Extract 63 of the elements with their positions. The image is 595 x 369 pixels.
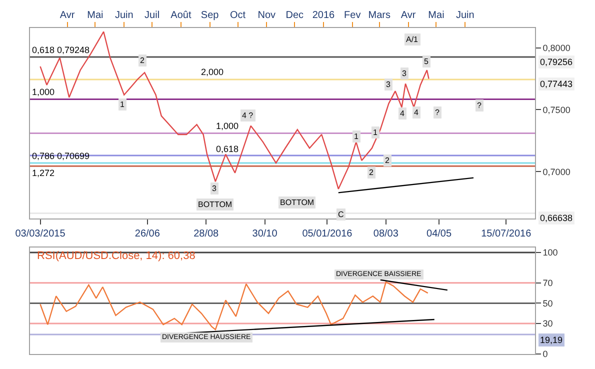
annotation: 5 [424, 57, 429, 66]
annotation: 2 [369, 168, 374, 177]
x2-tick-label: Dec [286, 10, 304, 21]
x-tick-label: 28/08 [194, 228, 220, 240]
annotation: 3 [212, 184, 217, 193]
annotation: 1,000 [32, 87, 55, 97]
annotation: 3 [386, 80, 391, 89]
y-tick-label: 0,8000 [542, 42, 570, 53]
x2-tick-label: Juin [114, 10, 134, 21]
x-tick-label: 15/07/2016 [481, 228, 532, 240]
annotation: 0,618 0,79248 [32, 45, 90, 55]
x-tick-label: 05/01/2016 [302, 228, 353, 240]
x2-tick-label: Juin [456, 10, 474, 21]
annotation: 0,786 0,70699 [32, 151, 90, 161]
y-tick-label: 0,7000 [542, 166, 570, 177]
y-tick-label: 70 [542, 278, 553, 288]
chart-title: RSI(AUD/USD.Close, 14): 60,38 [37, 250, 196, 262]
x2-tick-label: Mai [428, 10, 444, 21]
annotation: 4 [414, 108, 419, 117]
y-tick-label: 30 [542, 318, 553, 329]
x2-tick-label: Oct [230, 10, 246, 21]
annotation: 1 [120, 100, 125, 109]
ref-line-label: 19,19 [540, 335, 563, 345]
annotation: 1,272 [32, 168, 55, 178]
annotation: C [338, 210, 344, 219]
x-tick-label: 08/03 [373, 228, 399, 240]
annotation: 2 [140, 56, 145, 65]
x2-tick-label: Avr [60, 10, 76, 21]
ref-line-label: 0,77443 [540, 79, 573, 89]
ref-line-label: 0,66638 [540, 213, 573, 223]
annotation: ? [435, 108, 440, 117]
x-tick-label: 04/05 [426, 228, 452, 240]
annotation: ? [477, 101, 482, 110]
annotation: A/1 [406, 35, 419, 44]
annotation: 2,000 [201, 67, 224, 77]
annotation: BOTTOM [198, 200, 232, 209]
x-tick-label: 26/06 [134, 228, 160, 240]
annotation: 1 [373, 128, 378, 137]
y-tick-label: 0 [542, 349, 548, 360]
x2-tick-label: Fev [344, 10, 361, 21]
annotation: 1,000 [216, 121, 239, 131]
ref-line-label: 0,79256 [540, 57, 573, 67]
annotation: 3 [402, 69, 407, 78]
y-tick-label: 100 [542, 248, 558, 258]
x2-tick-label: Avr [400, 10, 416, 21]
x2-tick-label: Mai [87, 10, 104, 21]
annotation: 4 ? [242, 111, 254, 120]
y-tick-label: 0,7500 [542, 104, 570, 115]
x2-tick-label: Sep [200, 10, 220, 21]
x2-tick-label: Nov [258, 10, 276, 21]
annotation: 2 [385, 156, 390, 165]
annotation: 4 [400, 109, 405, 118]
line-series [40, 281, 428, 330]
x2-tick-label: Juil [144, 10, 160, 21]
x-tick-label: 03/03/2015 [15, 228, 66, 240]
y-tick-label: 50 [542, 298, 553, 308]
annotation: 0,618 [216, 144, 239, 154]
x2-tick-label: Août [170, 10, 192, 21]
x2-tick-label: 2016 [312, 10, 336, 21]
annotation: BOTTOM [280, 198, 314, 207]
annotation: 1 [354, 132, 359, 141]
x2-tick-label: Mars [368, 10, 391, 21]
x-tick-label: 30/10 [252, 228, 278, 240]
